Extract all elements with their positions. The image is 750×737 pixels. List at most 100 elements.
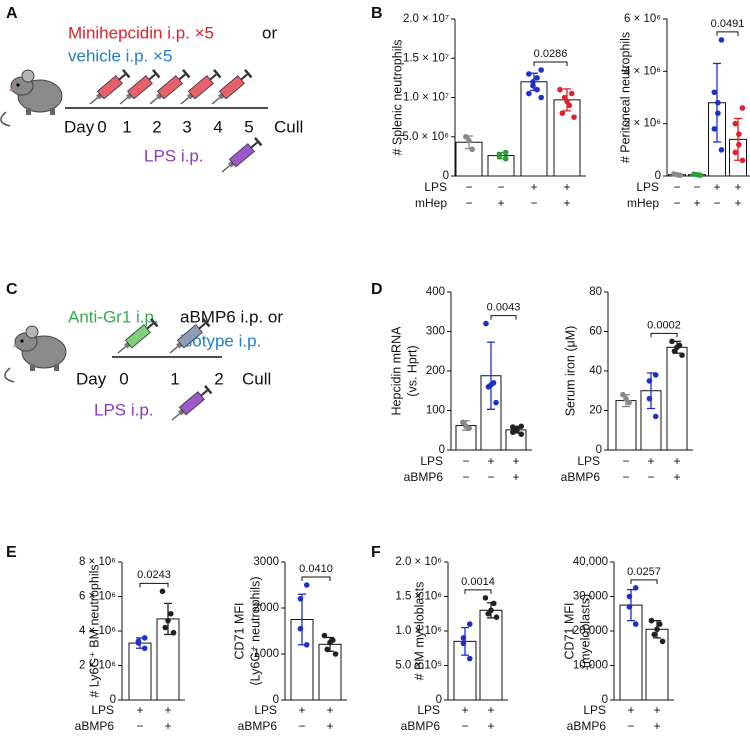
condition-label: aBMP6: [75, 719, 115, 733]
y-tick-label: 1000: [253, 648, 279, 660]
condition-sign: +: [647, 454, 654, 468]
data-point: [739, 157, 746, 164]
condition-sign: −: [298, 719, 305, 733]
day-tick-label: 4: [213, 117, 222, 136]
data-point: [626, 399, 632, 406]
data-point: [490, 380, 497, 386]
condition-label: LPS: [420, 454, 443, 468]
y-tick-label: 200: [426, 365, 445, 377]
chart: 0 10,000 20,000 30,000 40,000 CD71 MFI (myelob…: [562, 556, 674, 733]
data-point: [715, 110, 721, 116]
panel-label: A: [6, 5, 18, 22]
y-tick-label: 40: [589, 365, 602, 377]
y-tick-label: 40,000: [573, 556, 608, 568]
condition-sign: −: [462, 470, 469, 484]
data-point: [739, 105, 746, 111]
data-point: [170, 629, 177, 636]
condition-sign: −: [693, 180, 700, 194]
y-tick-label: 5.0 × 10⁶: [402, 131, 449, 143]
data-point: [632, 585, 639, 591]
data-point: [332, 651, 339, 657]
chart: 0 1000 2000 3000 CD71 MFI (Ly6G⁺ neutrophils)…: [232, 556, 347, 733]
condition-label: aBMP6: [561, 470, 601, 484]
data-point: [518, 423, 525, 430]
data-point: [469, 146, 475, 153]
condition-label: LPS: [91, 703, 114, 717]
condition-sign: −: [647, 470, 654, 484]
y-axis-label: CD71 MFI: [232, 603, 246, 660]
data-point: [571, 114, 577, 120]
data-point: [651, 631, 658, 638]
condition-sign: −: [487, 470, 494, 484]
data-point: [534, 86, 540, 93]
bar: [553, 99, 581, 177]
y-tick-label: 1.5 × 10⁶: [395, 591, 442, 603]
y-tick-label: 2 × 10⁶: [624, 118, 661, 130]
y-tick-label: 4 × 10⁶: [624, 65, 661, 77]
y-tick-label: 0: [439, 444, 445, 456]
data-point: [691, 171, 697, 177]
y-axis-label: (myeloblasts): [578, 594, 592, 668]
data-point: [568, 90, 575, 97]
syringe-icon: [167, 383, 214, 425]
lps-text: LPS i.p.: [144, 146, 204, 165]
day-tick-label: 2: [214, 369, 223, 388]
condition-sign: +: [734, 196, 741, 210]
condition-label: LPS: [417, 703, 440, 717]
treatment-text: Minihepcidin i.p. ×5: [68, 23, 214, 42]
y-axis-label: Hepcidin mRNA: [389, 326, 403, 416]
day-tick-label: 1: [122, 117, 131, 136]
data-point: [732, 149, 739, 156]
y-axis-label: # Ly6G⁺ BM neutrophils: [87, 564, 101, 697]
y-tick-label: 3000: [253, 556, 279, 568]
panel-label: C: [6, 281, 18, 298]
data-point: [493, 399, 499, 406]
p-value: 0.0491: [711, 18, 745, 30]
data-point: [652, 372, 659, 378]
data-point: [510, 429, 516, 436]
y-tick-label: 0: [110, 694, 116, 706]
data-point: [671, 171, 677, 177]
data-point: [483, 320, 489, 327]
data-point: [159, 588, 166, 595]
data-point: [659, 638, 666, 645]
data-point: [646, 378, 653, 384]
condition-sign: +: [487, 719, 494, 733]
y-tick-label: 100: [426, 405, 445, 417]
y-axis-label: CD71 MFI: [562, 603, 576, 660]
y-tick-label: 400: [426, 286, 445, 298]
treatment-text: Anti-Gr1 i.p.: [68, 307, 159, 326]
data-point: [135, 638, 142, 645]
data-point: [167, 610, 174, 617]
schematic-a: Minihepcidin i.p. ×5 or vehicle i.p. ×5 …: [0, 23, 303, 177]
condition-sign: +: [673, 454, 680, 468]
condition-label: LPS: [424, 180, 447, 194]
day-tick-label: 3: [182, 117, 191, 136]
p-value: 0.0243: [137, 569, 171, 581]
end-label: Cull: [274, 117, 303, 136]
data-point: [321, 632, 328, 639]
data-point: [303, 642, 310, 648]
data-point: [514, 425, 520, 432]
data-point: [463, 423, 469, 430]
data-point: [463, 133, 469, 140]
y-axis-label: # BM myeloblasts: [412, 582, 426, 681]
y-tick-label: 0: [655, 170, 661, 182]
schematic-c: Anti-Gr1 i.p. aBMP6 i.p. or isotype i.p.…: [4, 307, 283, 425]
condition-sign: +: [136, 703, 143, 717]
data-point: [526, 71, 532, 77]
data-point: [538, 67, 544, 73]
data-point: [711, 89, 718, 96]
data-point: [715, 99, 721, 106]
y-tick-label: 6 × 10⁶: [79, 591, 116, 603]
y-tick-label: 60: [589, 326, 602, 338]
condition-sign: +: [627, 703, 634, 717]
condition-sign: +: [563, 196, 570, 210]
y-tick-label: 6 × 10⁶: [624, 13, 661, 25]
chart: 0 5.0 × 10⁵ 1.0 × 10⁶ 1.5 × 10⁶ 2.0 × 10⁶ # B…: [395, 556, 508, 733]
condition-label: mHep: [415, 196, 447, 210]
p-value: 0.0257: [627, 566, 661, 578]
panel-label: D: [371, 281, 383, 298]
y-tick-label: 1.0 × 10⁶: [395, 625, 442, 637]
or-text: or: [262, 23, 277, 42]
